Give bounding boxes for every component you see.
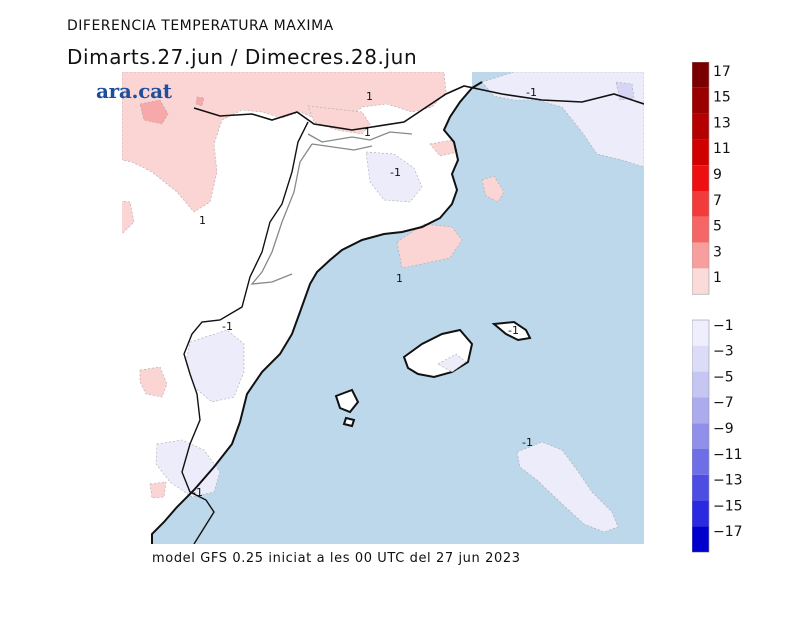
legend-swatch-cool <box>692 397 709 424</box>
color-legend: 17 15 13 11 9 7 5 3 1 −1 −3 −5 −7 −9 −11 −13 −15 −17 <box>691 61 792 557</box>
warm-anomaly-north <box>122 72 447 213</box>
legend-label: 15 <box>713 90 731 106</box>
legend-label: −3 <box>713 344 734 360</box>
legend-cool-frame <box>691 319 710 553</box>
map-canvas: 1 -1 1 -1 1 -1 -1 1 -1 1 -1 <box>122 72 644 544</box>
coastline <box>151 81 483 544</box>
legend-label: 7 <box>713 193 722 209</box>
warm-anomaly-sea-2 <box>481 175 505 203</box>
legend-label: 1 <box>713 270 722 286</box>
legend-swatch-cool <box>692 345 709 372</box>
regional-border <box>181 121 309 544</box>
formentera-island <box>342 416 356 428</box>
sea-area <box>152 72 644 544</box>
warm-anomaly-south <box>149 481 167 499</box>
legend-label: −11 <box>713 447 743 463</box>
cool-anomaly-sea <box>516 441 619 533</box>
legend-swatch-warm <box>692 87 709 114</box>
model-info-footer: model GFS 0.25 iniciat a les 00 UTC del … <box>152 551 521 566</box>
legend-swatch-warm <box>692 139 709 166</box>
warm-anomaly-west-2 <box>139 366 168 398</box>
contour-label: 1 <box>396 272 403 285</box>
menorca-island <box>491 320 532 342</box>
date-range-subtitle: Dimarts.27.jun / Dimecres.28.jun <box>67 45 418 69</box>
legend-label: −13 <box>713 473 743 489</box>
cool-anomaly-west <box>185 329 245 403</box>
legend-swatch-warm <box>692 165 709 191</box>
legend-swatch-cool <box>692 474 709 501</box>
warm-anomaly-core <box>139 99 169 125</box>
legend-warm-frame <box>691 61 710 295</box>
cool-anomaly-northeast <box>481 72 644 168</box>
chart-title: DIFERENCIA TEMPERATURA MAXIMA <box>67 18 334 34</box>
contour-label: 1 <box>366 90 373 103</box>
legend-swatch-cool <box>692 371 709 398</box>
contour-label: -1 <box>526 86 537 99</box>
mallorca-cool-patch <box>437 353 467 373</box>
warm-anomaly-west-1 <box>122 200 135 235</box>
contour-label: -1 <box>192 486 203 499</box>
legend-canvas: 17 15 13 11 9 7 5 3 1 −1 −3 −5 −7 −9 −11 −13 −15 −17 <box>691 61 743 553</box>
province-border <box>250 131 413 285</box>
contour-label: -1 <box>222 320 233 333</box>
legend-swatch-cool <box>692 449 709 475</box>
legend-label: 5 <box>713 219 722 235</box>
contour-label: 1 <box>199 214 206 227</box>
legend-label: 11 <box>713 141 731 157</box>
ibiza-island <box>334 388 360 414</box>
contour-label: 1 <box>364 126 371 139</box>
legend-label: 9 <box>713 167 722 183</box>
warm-anomaly-sea-3 <box>429 139 459 157</box>
legend-label: −7 <box>713 395 734 411</box>
legend-swatch-warm <box>692 191 709 217</box>
legend-swatch-warm <box>692 268 709 295</box>
legend-swatch-warm <box>692 62 709 88</box>
warm-anomaly-northeast <box>307 105 371 135</box>
legend-label: −1 <box>713 318 734 334</box>
ara-cat-logo: ara.cat <box>96 79 172 103</box>
legend-swatch-warm <box>692 216 709 243</box>
contour-label: -1 <box>390 166 401 179</box>
legend-swatch-warm <box>692 242 709 269</box>
legend-label: −17 <box>713 524 743 540</box>
map-panel: 1 -1 1 -1 1 -1 -1 1 -1 1 -1 <box>122 72 644 544</box>
legend-label: 3 <box>713 244 722 260</box>
legend-swatch-cool <box>692 320 709 346</box>
legend-swatch-cool <box>692 500 709 527</box>
cool-anomaly-interior <box>365 151 423 203</box>
legend-swatch-cool <box>692 526 709 553</box>
legend-label: 13 <box>713 115 731 131</box>
legend-label: 17 <box>713 64 731 80</box>
legend-label: −5 <box>713 369 734 385</box>
country-border <box>193 85 644 131</box>
cool-anomaly-south <box>155 439 221 498</box>
legend-swatch-warm <box>692 113 709 140</box>
legend-label: −9 <box>713 421 734 437</box>
contour-label: -1 <box>508 324 519 337</box>
legend-swatch-cool <box>692 423 709 449</box>
warm-anomaly-spot <box>195 96 205 107</box>
legend-label: −15 <box>713 498 743 514</box>
contour-label: -1 <box>522 436 533 449</box>
